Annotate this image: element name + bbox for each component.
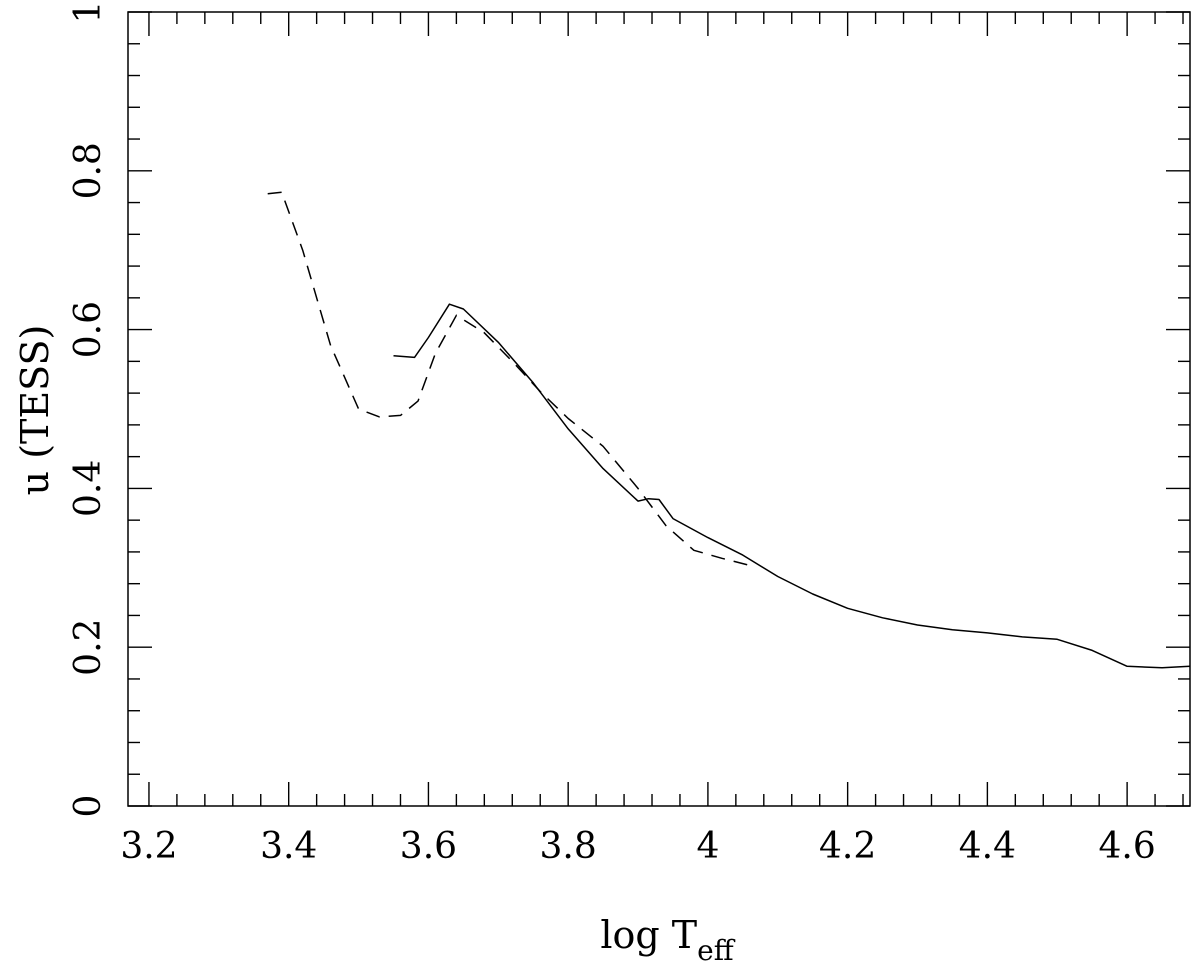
- x-tick-label: 3.4: [260, 826, 317, 867]
- x-tick-label: 4: [696, 826, 719, 867]
- x-axis-label: log Teff: [600, 913, 735, 964]
- x-tick-label: 3.2: [120, 826, 177, 867]
- y-tick-label: 0.6: [68, 301, 109, 358]
- series-line-solid: [393, 303, 1191, 669]
- y-tick-label: 0.4: [68, 460, 109, 517]
- x-tick-label: 4.6: [1098, 826, 1155, 867]
- series-line-dashed: [267, 191, 750, 567]
- ticks: [128, 11, 1190, 807]
- x-tick-label: 4.4: [959, 826, 1016, 867]
- y-tick-label: 0.8: [68, 142, 109, 199]
- y-tick-label: 1: [68, 1, 109, 24]
- y-axis-label: u (TESS): [13, 325, 57, 496]
- y-tick-label: 0: [68, 795, 109, 818]
- tick-labels: 3.2 3.4 3.6 3.8 4 4.2 4.4 4.6 0 0.2 0.4 0.6 0.8 1: [68, 1, 1156, 867]
- x-axis-label-main: log T: [600, 913, 697, 957]
- x-tick-label: 3.8: [540, 826, 597, 867]
- x-tick-label: 3.6: [400, 826, 457, 867]
- x-tick-label: 4.2: [819, 826, 876, 867]
- series-group: [267, 191, 1191, 669]
- plot-frame: [127, 11, 1191, 807]
- x-axis-label-sub: eff: [697, 934, 736, 964]
- y-tick-label: 0.2: [68, 619, 109, 676]
